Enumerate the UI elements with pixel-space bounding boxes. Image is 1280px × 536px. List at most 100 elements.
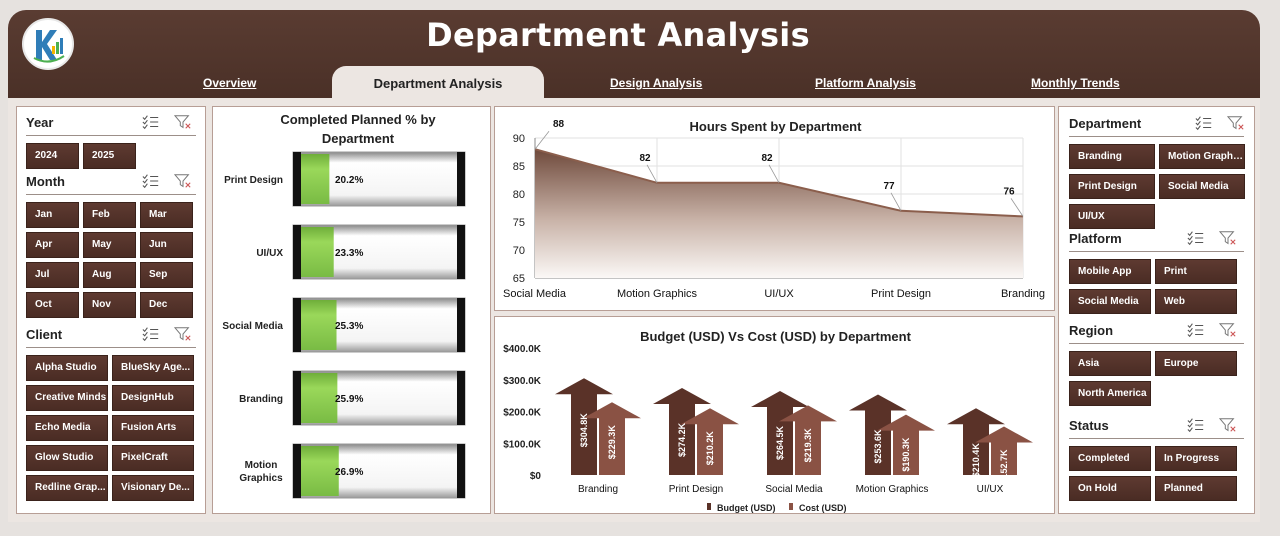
slicer-item-month[interactable]: Feb (83, 202, 136, 228)
clear-filter-icon[interactable] (174, 114, 192, 130)
y-tick-label: $0 (530, 471, 542, 482)
slicer-item-client[interactable]: Alpha Studio (26, 355, 108, 381)
clear-filter-icon[interactable] (174, 326, 192, 342)
slicer-title-month: Month (26, 174, 65, 189)
y-tick-label: $100.0K (503, 439, 542, 450)
slicer-title-region: Region (1069, 323, 1114, 338)
budget-cost-panel: Budget (USD) Vs Cost (USD) by Department… (494, 316, 1055, 514)
slicer-item-platform[interactable]: Social Media (1069, 289, 1151, 314)
slicer-item-client[interactable]: Echo Media (26, 415, 108, 441)
slicer-item-platform[interactable]: Mobile App (1069, 259, 1151, 284)
slicer-item-year[interactable]: 2024 (26, 143, 79, 169)
clear-filter-icon[interactable] (1219, 322, 1237, 338)
slicer-item-month[interactable]: Aug (83, 262, 136, 288)
data-label: 88 (553, 119, 565, 130)
leader-line (890, 192, 902, 211)
slicer-item-region[interactable]: North America (1069, 381, 1151, 406)
slicer-item-month[interactable]: Mar (140, 202, 193, 228)
x-tick-label: Branding (578, 484, 618, 495)
tab-overview[interactable]: Overview (203, 76, 257, 90)
slicer-item-month[interactable]: Jan (26, 202, 79, 228)
bar-cost (975, 426, 1033, 475)
category-label: UI/UX (256, 248, 283, 259)
multi-select-icon[interactable] (1187, 322, 1205, 338)
data-label: $210.4K (971, 443, 981, 478)
data-label: $219.3K (803, 428, 813, 463)
slicer-item-department[interactable]: UI/UX (1069, 204, 1155, 229)
slicer-item-status[interactable]: On Hold (1069, 476, 1151, 501)
tab-platform-analysis[interactable]: Platform Analysis (815, 76, 916, 90)
slicer-item-department[interactable]: Motion Graphi... (1159, 144, 1245, 169)
y-tick-label: 90 (513, 133, 525, 145)
slicer-item-department[interactable]: Social Media (1159, 174, 1245, 199)
clear-filter-icon[interactable] (1227, 115, 1245, 131)
slicer-title-year: Year (26, 115, 54, 130)
leader-line (534, 130, 550, 150)
slicer-item-status[interactable]: Planned (1155, 476, 1237, 501)
slicer-item-month[interactable]: Sep (140, 262, 193, 288)
multi-select-icon[interactable] (142, 114, 160, 130)
logo (22, 18, 74, 70)
data-label: 82 (761, 153, 773, 164)
slicer-item-platform[interactable]: Web (1155, 289, 1237, 314)
slicer-title-status: Status (1069, 418, 1109, 433)
slicer-item-month[interactable]: Jun (140, 232, 193, 258)
data-label: 23.3% (335, 248, 363, 259)
slicer-item-region[interactable]: Europe (1155, 351, 1237, 376)
bar-budget (653, 387, 711, 475)
slicer-item-month[interactable]: Jul (26, 262, 79, 288)
bar (301, 300, 337, 350)
slicer-item-year[interactable]: 2025 (83, 143, 136, 169)
y-tick-label: 65 (513, 273, 525, 285)
slicer-item-client[interactable]: Visionary De... (112, 475, 194, 501)
tab-monthly-trends[interactable]: Monthly Trends (1031, 76, 1120, 90)
multi-select-icon[interactable] (1187, 417, 1205, 433)
x-tick-label: Print Design (669, 484, 723, 495)
slicer-item-month[interactable]: Apr (26, 232, 79, 258)
multi-select-icon[interactable] (1195, 115, 1213, 131)
y-tick-label: $300.0K (503, 376, 542, 387)
legend-swatch (789, 503, 793, 510)
slicer-item-client[interactable]: Glow Studio (26, 445, 108, 471)
slicer-item-client[interactable]: BlueSky Age... (112, 355, 194, 381)
slicer-item-month[interactable]: May (83, 232, 136, 258)
tab-department-analysis[interactable]: Department Analysis (332, 66, 544, 98)
clear-filter-icon[interactable] (1219, 230, 1237, 246)
completed-planned-chart: 20.2% Print Design 23.3% UI/UX 25.3% Social M… (222, 151, 466, 499)
multi-select-icon[interactable] (1187, 230, 1205, 246)
bar-cost (583, 402, 641, 475)
slicer-item-department[interactable]: Branding (1069, 144, 1155, 169)
header-bar: Department Analysis Overview Department … (8, 10, 1260, 98)
tab-design-analysis[interactable]: Design Analysis (610, 76, 703, 90)
leader-line (1010, 198, 1024, 217)
slicer-item-month[interactable]: Dec (140, 292, 193, 318)
y-tick-label: 80 (513, 189, 525, 201)
data-label: $304.8K (579, 413, 589, 448)
right-slicer-panel: Department Branding Motion Graphi... Print … (1058, 106, 1255, 514)
y-tick-label: 85 (513, 161, 525, 173)
chart-title: Budget (USD) Vs Cost (USD) by Department (640, 329, 911, 344)
slicer-item-client[interactable]: DesignHub (112, 385, 194, 411)
slicer-item-month[interactable]: Oct (26, 292, 79, 318)
clear-filter-icon[interactable] (1219, 417, 1237, 433)
slicer-item-month[interactable]: Nov (83, 292, 136, 318)
clear-filter-icon[interactable] (174, 173, 192, 189)
slicer-item-client[interactable]: Redline Grap... (26, 475, 108, 501)
slicer-item-status[interactable]: In Progress (1155, 446, 1237, 471)
data-label: 82 (639, 153, 651, 164)
slicer-item-region[interactable]: Asia (1069, 351, 1151, 376)
bar-group (292, 151, 466, 207)
multi-select-icon[interactable] (142, 326, 160, 342)
slicer-item-department[interactable]: Print Design (1069, 174, 1155, 199)
multi-select-icon[interactable] (142, 173, 160, 189)
slicer-item-client[interactable]: PixelCraft (112, 445, 194, 471)
bar-group (292, 370, 466, 426)
bar-budget (751, 391, 809, 475)
slicer-item-client[interactable]: Creative Minds (26, 385, 108, 411)
slicer-item-client[interactable]: Fusion Arts (112, 415, 194, 441)
x-tick-label: Social Media (765, 484, 823, 495)
slicer-item-status[interactable]: Completed (1069, 446, 1151, 471)
slicer-item-platform[interactable]: Print (1155, 259, 1237, 284)
x-tick-label: Social Media (503, 288, 567, 300)
page-title: Department Analysis (426, 16, 810, 54)
